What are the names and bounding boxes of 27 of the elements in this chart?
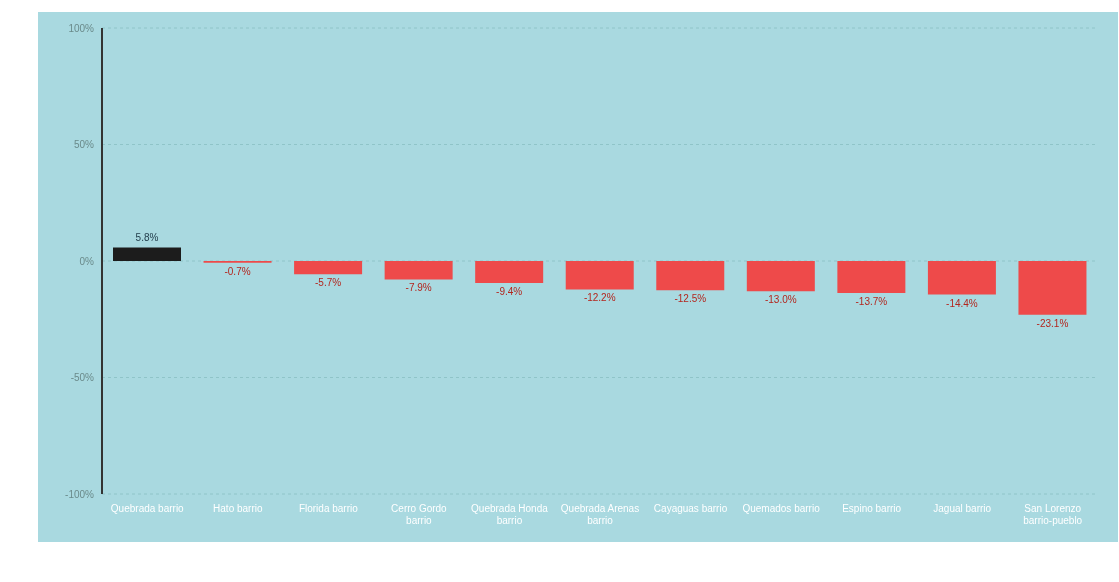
x-tick-label: Cayaguas barrio: [653, 503, 728, 514]
x-tick-label: Quemados barrio: [742, 503, 821, 514]
y-tick-label: -100%: [65, 488, 95, 500]
x-tick-label: Cerro Gordo barrio: [391, 503, 448, 526]
x-tick-label: Hato barrio: [213, 503, 263, 514]
data-label: -9.4%: [496, 285, 523, 297]
x-tick-label: Jagual barrio: [933, 503, 992, 514]
y-tick-label: 100%: [68, 22, 95, 34]
data-label: -13.0%: [764, 294, 797, 306]
data-label: -14.4%: [946, 297, 978, 309]
data-label: -12.5%: [674, 293, 707, 305]
y-tick-label: 50%: [73, 139, 95, 151]
data-label: -13.7%: [855, 295, 888, 307]
data-label: -5.7%: [315, 277, 342, 289]
data-label: -7.9%: [405, 282, 432, 294]
x-tick-label: Quebrada Arenas barrio: [560, 503, 640, 526]
data-label: -23.1%: [1036, 317, 1069, 329]
x-tick-label: Florida barrio: [298, 503, 359, 514]
x-tick-label: Quebrada Honda barrio: [471, 503, 549, 526]
x-tick-label: San Lorenzo barrio-pueblo: [1023, 503, 1083, 526]
data-label: -12.2%: [583, 292, 616, 304]
x-tick-label: Quebrada barrio: [110, 503, 185, 514]
y-tick-label: -50%: [70, 372, 95, 384]
data-label: -0.7%: [224, 265, 251, 277]
y-tick-label: 0%: [79, 255, 95, 267]
x-tick-label: Espino barrio: [842, 503, 902, 514]
data-label: 5.8%: [135, 232, 159, 244]
